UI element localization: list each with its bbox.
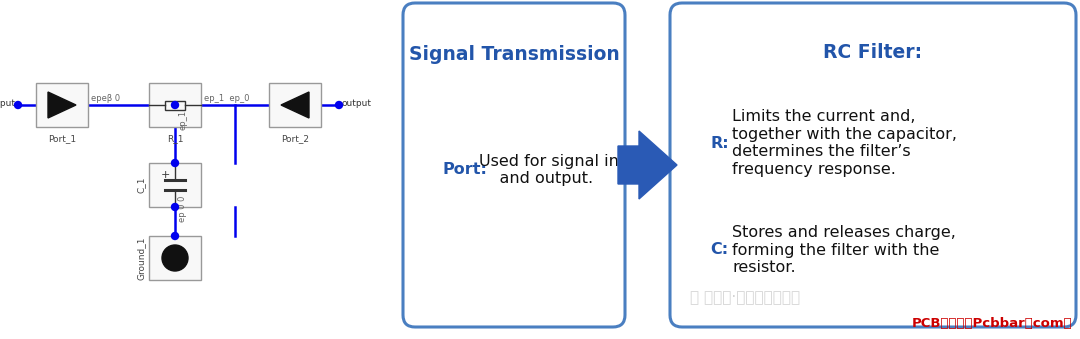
- Circle shape: [172, 101, 178, 108]
- Circle shape: [14, 101, 22, 108]
- Text: PCB联盟网（Pcbbar．com）: PCB联盟网（Pcbbar．com）: [912, 317, 1072, 330]
- Text: Used for signal input
    and output.: Used for signal input and output.: [480, 154, 646, 186]
- FancyBboxPatch shape: [149, 163, 201, 207]
- Circle shape: [172, 160, 178, 166]
- Polygon shape: [618, 131, 677, 199]
- Text: RC Filter:: RC Filter:: [823, 42, 922, 61]
- FancyBboxPatch shape: [403, 3, 625, 327]
- Text: ep 0 0: ep 0 0: [178, 196, 187, 222]
- FancyBboxPatch shape: [149, 236, 201, 280]
- Text: ep_1  ep_0: ep_1 ep_0: [204, 94, 249, 103]
- Text: Port_2: Port_2: [281, 134, 309, 143]
- Text: Stores and releases charge,
forming the filter with the
resistor.: Stores and releases charge, forming the …: [732, 225, 956, 275]
- Circle shape: [172, 203, 178, 211]
- Text: R_1: R_1: [166, 134, 184, 143]
- FancyBboxPatch shape: [36, 83, 87, 127]
- Text: +: +: [160, 170, 170, 180]
- Text: Port_1: Port_1: [48, 134, 76, 143]
- Text: C:: C:: [710, 242, 728, 258]
- FancyBboxPatch shape: [670, 3, 1076, 327]
- Polygon shape: [281, 92, 309, 118]
- Text: Limits the current and,
together with the capacitor,
determines the filter’s
fre: Limits the current and, together with th…: [732, 109, 957, 177]
- FancyBboxPatch shape: [149, 83, 201, 127]
- Text: Port:: Port:: [443, 162, 488, 178]
- Text: Signal Transmission: Signal Transmission: [408, 45, 619, 64]
- Text: R:: R:: [710, 136, 729, 151]
- Circle shape: [162, 245, 188, 271]
- Text: ep_1: ep_1: [178, 110, 187, 130]
- FancyBboxPatch shape: [269, 83, 321, 127]
- Circle shape: [336, 101, 342, 108]
- Text: C_1: C_1: [137, 177, 146, 193]
- Text: output: output: [0, 99, 15, 107]
- Circle shape: [172, 233, 178, 239]
- FancyBboxPatch shape: [165, 100, 185, 109]
- Text: 📷 公众号·道遥设计自动化: 📷 公众号·道遥设计自动化: [690, 291, 800, 305]
- Text: epeβ 0: epeβ 0: [91, 94, 120, 103]
- Text: Ground_1: Ground_1: [137, 236, 146, 280]
- Polygon shape: [48, 92, 76, 118]
- Text: output: output: [342, 99, 372, 107]
